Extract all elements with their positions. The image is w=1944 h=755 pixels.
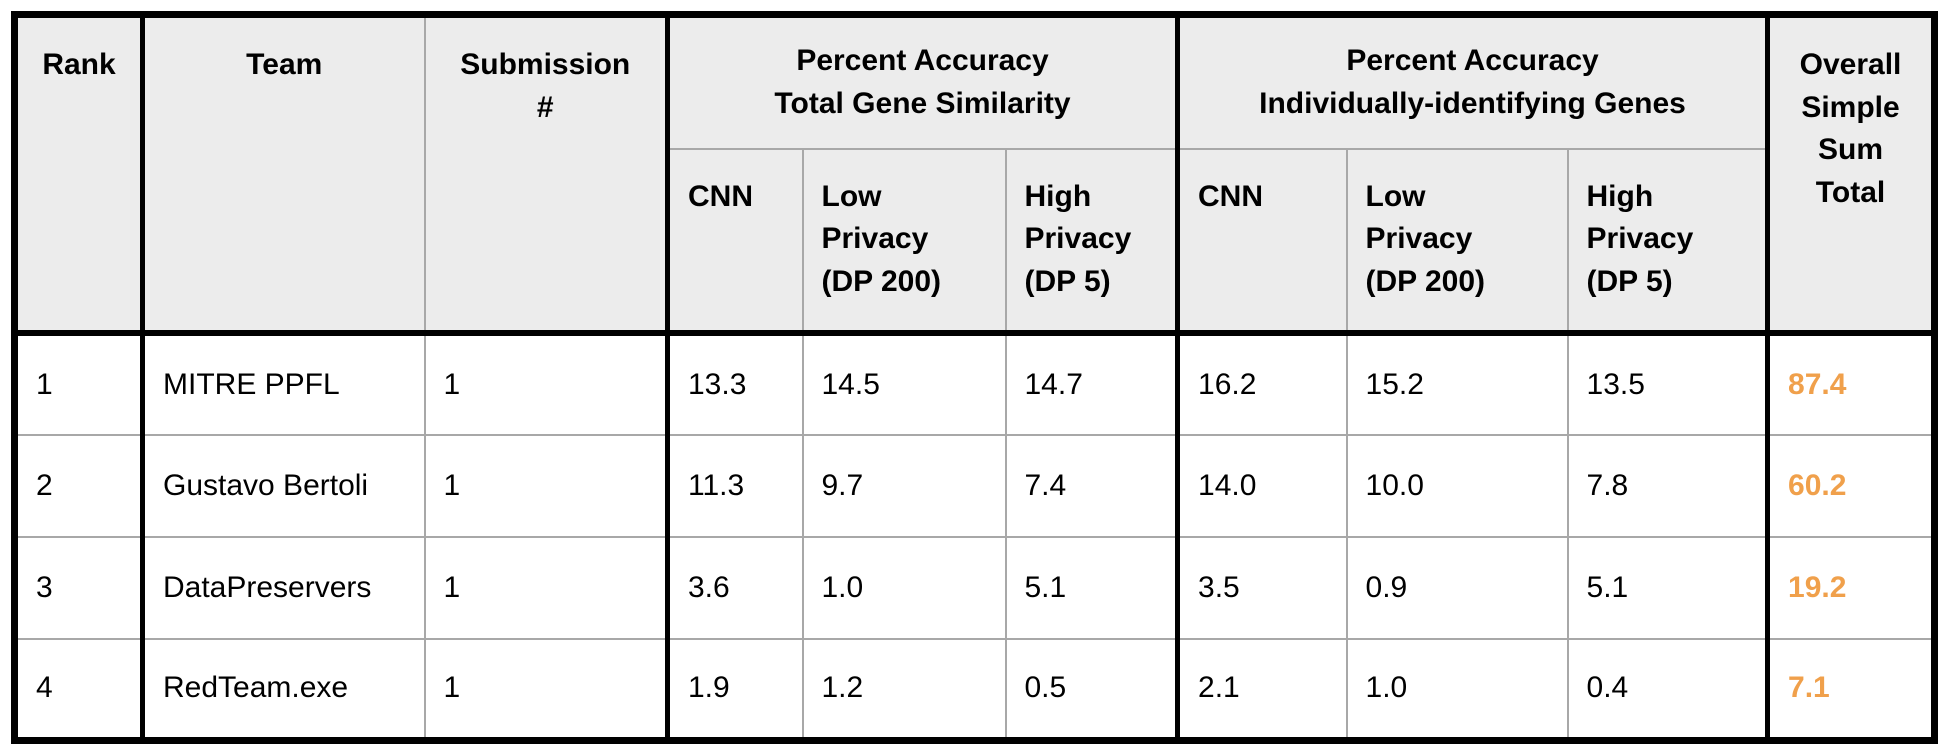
cell-iig-low-privacy: 10.0	[1346, 434, 1569, 538]
table-row: 3 DataPreservers 1 3.6 1.0 5.1 3.5 0.9 5…	[14, 536, 1935, 640]
cell-overall-total: 87.4	[1767, 332, 1935, 436]
header-overall-line1: Overall	[1799, 48, 1902, 81]
header-submission: Submission #	[424, 14, 670, 336]
cell-rank: 1	[14, 332, 145, 436]
cell-iig-cnn: 14.0	[1177, 434, 1348, 538]
header-group-total-gene-line2: Total Gene Similarity	[774, 86, 1071, 120]
cell-tgs-high-privacy: 7.4	[1005, 434, 1181, 538]
cell-rank: 4	[14, 638, 145, 741]
cell-submission: 1	[424, 638, 670, 741]
header-tgs-low-line2: Privacy	[821, 222, 929, 256]
cell-tgs-high-privacy: 0.5	[1005, 638, 1181, 741]
header-overall-line4: Total	[1815, 175, 1886, 209]
cell-team: MITRE PPFL	[142, 332, 426, 436]
header-tgs-cnn: CNN	[667, 148, 804, 336]
header-group-total-gene: Percent Accuracy Total Gene Similarity	[667, 14, 1181, 150]
header-submission-line2: #	[536, 90, 554, 124]
table-row: 4 RedTeam.exe 1 1.9 1.2 0.5 2.1 1.0 0.4 …	[14, 638, 1935, 741]
header-team: Team	[142, 14, 426, 336]
header-iig-low-line3: (DP 200)	[1365, 264, 1486, 298]
header-group-individual-line1: Percent Accuracy	[1346, 44, 1599, 78]
header-iig-high-line3: (DP 5)	[1586, 264, 1673, 298]
cell-tgs-low-privacy: 14.5	[802, 332, 1007, 436]
cell-tgs-high-privacy: 5.1	[1005, 536, 1181, 640]
header-row-subcolumns: CNN Low Privacy (DP 200) High Privacy (D…	[15, 148, 1935, 336]
header-iig-low-privacy: Low Privacy (DP 200)	[1346, 148, 1569, 336]
cell-submission: 1	[424, 434, 670, 538]
cell-tgs-low-privacy: 1.0	[802, 536, 1007, 640]
leaderboard-table: Rank Team Submission # Percent Accuracy …	[11, 11, 1939, 744]
cell-tgs-cnn: 13.3	[667, 332, 804, 436]
header-group-individual: Percent Accuracy Individually-identifyin…	[1177, 14, 1771, 150]
header-tgs-low-line1: Low	[821, 179, 882, 213]
cell-team: RedTeam.exe	[142, 638, 426, 741]
header-iig-high-line2: Privacy	[1586, 222, 1694, 256]
header-tgs-high-line1: High	[1024, 179, 1092, 213]
header-tgs-low-privacy: Low Privacy (DP 200)	[802, 148, 1007, 336]
table-body: 1 MITRE PPFL 1 13.3 14.5 14.7 16.2 15.2 …	[14, 332, 1935, 741]
cell-iig-high-privacy: 13.5	[1567, 332, 1771, 436]
header-iig-high-privacy: High Privacy (DP 5)	[1567, 148, 1771, 336]
cell-iig-high-privacy: 5.1	[1567, 536, 1771, 640]
header-overall-line3: Sum	[1818, 133, 1884, 167]
cell-submission: 1	[424, 332, 670, 436]
cell-iig-low-privacy: 0.9	[1346, 536, 1569, 640]
header-group-individual-line2: Individually-identifying Genes	[1259, 86, 1686, 120]
cell-submission: 1	[424, 536, 670, 640]
header-tgs-high-privacy: High Privacy (DP 5)	[1005, 148, 1181, 336]
cell-tgs-cnn: 1.9	[667, 638, 804, 741]
cell-iig-cnn: 3.5	[1177, 536, 1348, 640]
table-row: 1 MITRE PPFL 1 13.3 14.5 14.7 16.2 15.2 …	[14, 332, 1935, 436]
header-iig-cnn: CNN	[1177, 148, 1348, 336]
header-submission-line1: Submission	[460, 48, 631, 81]
header-tgs-high-line2: Privacy	[1024, 222, 1132, 256]
header-tgs-low-line3: (DP 200)	[821, 264, 942, 298]
table-row: 2 Gustavo Bertoli 1 11.3 9.7 7.4 14.0 10…	[14, 434, 1935, 538]
cell-overall-total: 7.1	[1767, 638, 1935, 741]
cell-iig-low-privacy: 15.2	[1346, 332, 1569, 436]
cell-iig-cnn: 16.2	[1177, 332, 1348, 436]
header-iig-low-line2: Privacy	[1365, 222, 1473, 256]
cell-iig-cnn: 2.1	[1177, 638, 1348, 741]
header-row-groups: Rank Team Submission # Percent Accuracy …	[14, 14, 1935, 336]
header-overall-total: Overall Simple Sum Total	[1767, 14, 1935, 336]
cell-iig-high-privacy: 7.8	[1567, 434, 1771, 538]
header-group-total-gene-line1: Percent Accuracy	[796, 44, 1049, 78]
cell-rank: 3	[14, 536, 145, 640]
table-header: Rank Team Submission # Percent Accuracy …	[14, 14, 1935, 336]
cell-tgs-cnn: 11.3	[667, 434, 804, 538]
cell-tgs-low-privacy: 1.2	[802, 638, 1007, 741]
header-iig-low-line1: Low	[1365, 179, 1426, 213]
cell-tgs-cnn: 3.6	[667, 536, 804, 640]
cell-team: Gustavo Bertoli	[142, 434, 426, 538]
header-overall-line2: Simple	[1801, 90, 1900, 124]
cell-iig-high-privacy: 0.4	[1567, 638, 1771, 741]
cell-overall-total: 60.2	[1767, 434, 1935, 538]
header-iig-high-line1: High	[1586, 179, 1654, 213]
cell-tgs-high-privacy: 14.7	[1005, 332, 1181, 436]
header-tgs-high-line3: (DP 5)	[1024, 264, 1111, 298]
cell-overall-total: 19.2	[1767, 536, 1935, 640]
cell-iig-low-privacy: 1.0	[1346, 638, 1569, 741]
cell-rank: 2	[14, 434, 145, 538]
header-rank: Rank	[14, 14, 145, 336]
cell-tgs-low-privacy: 9.7	[802, 434, 1007, 538]
cell-team: DataPreservers	[142, 536, 426, 640]
